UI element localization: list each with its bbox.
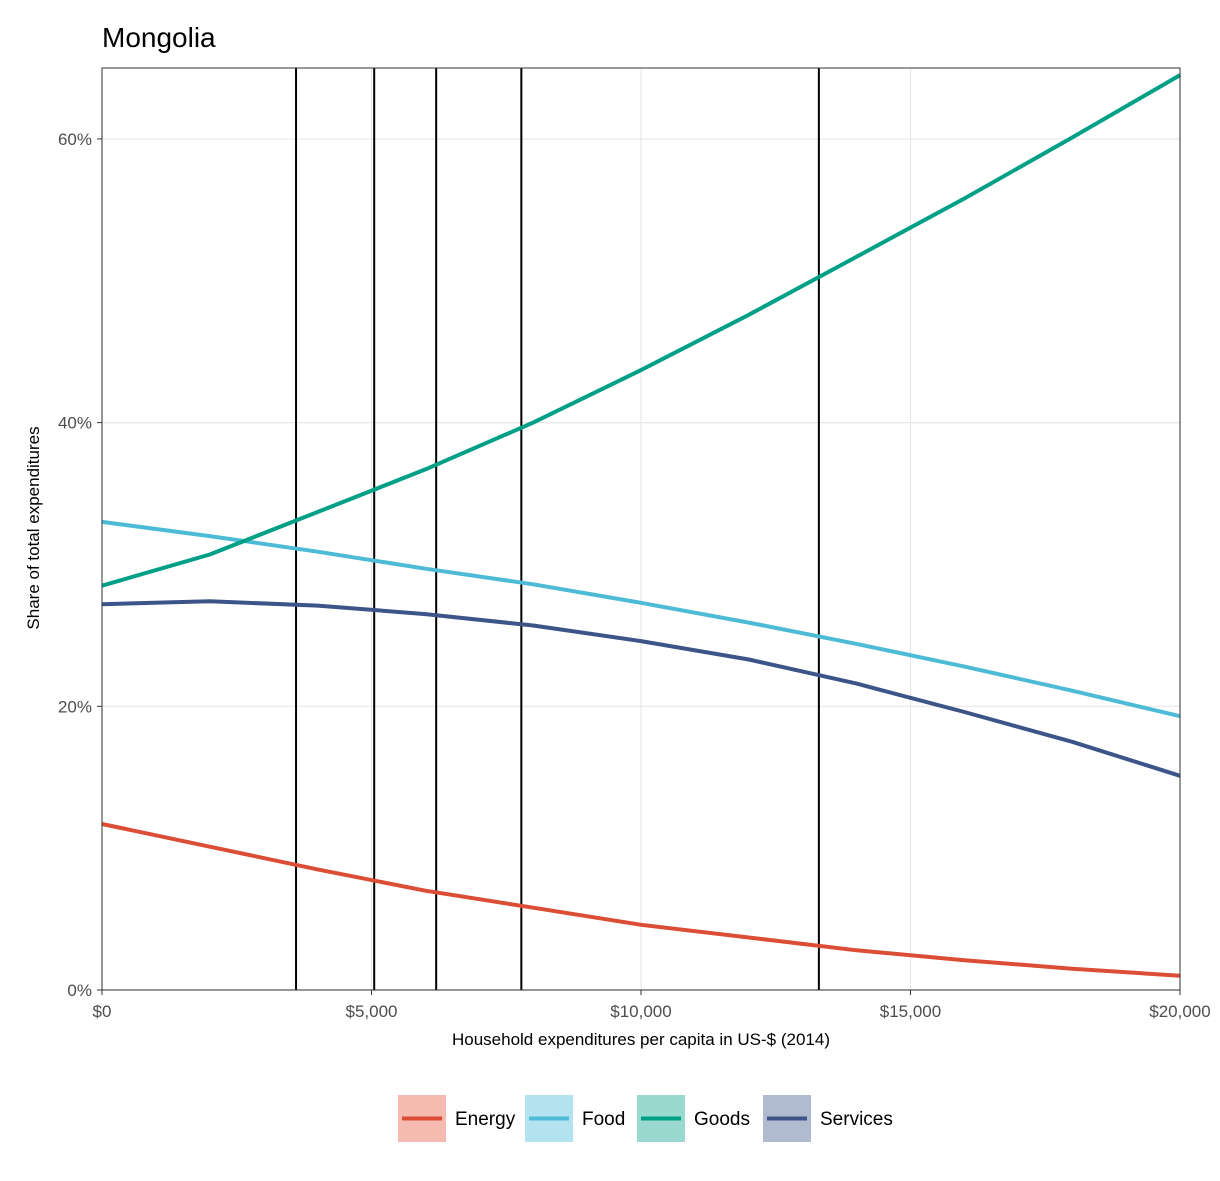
series-lines [101, 73, 1182, 978]
y-axis-label: Share of total expenditures [24, 426, 43, 629]
x-axis-label: Household expenditures per capita in US-… [452, 1030, 830, 1049]
y-tick-label: 40% [58, 414, 92, 433]
legend: Energy Food Goods Services [398, 1095, 893, 1142]
y-axis-ticks: 0% 20% 40% 60% [58, 130, 102, 1000]
series-line-energy [101, 822, 1181, 978]
y-tick-label: 0% [67, 981, 92, 1000]
grid-lines [101, 68, 1181, 991]
legend-item-services: Services [763, 1095, 893, 1142]
x-tick-label: $20,000 [1149, 1002, 1210, 1021]
x-tick-label: $5,000 [346, 1002, 398, 1021]
y-tick-label: 60% [58, 130, 92, 149]
legend-label: Food [582, 1109, 625, 1130]
vertical-reference-lines [295, 68, 820, 990]
legend-label: Goods [694, 1109, 750, 1130]
series-line-food [101, 519, 1181, 719]
x-tick-label: $10,000 [610, 1002, 671, 1021]
x-tick-label: $0 [93, 1002, 112, 1021]
legend-label: Services [820, 1109, 893, 1130]
chart-title: Mongolia [102, 22, 216, 53]
series-line-goods [101, 73, 1182, 588]
legend-item-goods: Goods [637, 1095, 750, 1142]
y-tick-label: 20% [58, 697, 92, 716]
legend-item-energy: Energy [398, 1095, 516, 1142]
legend-label: Energy [455, 1109, 516, 1130]
series-line-services [101, 599, 1181, 778]
x-axis-ticks: $0 $5,000 $10,000 $15,000 $20,000 [93, 990, 1211, 1021]
x-tick-label: $15,000 [880, 1002, 941, 1021]
legend-item-food: Food [525, 1095, 625, 1142]
